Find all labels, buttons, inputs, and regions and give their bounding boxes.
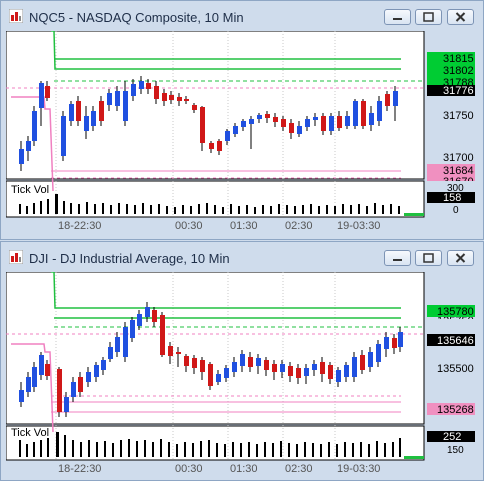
- resistance-lines: [6, 272, 424, 335]
- indicator-label: Tick Vol: [11, 427, 49, 439]
- time-label: 18-22:30: [58, 463, 101, 475]
- resistance-lines: [6, 31, 424, 89]
- time-label: 18-22:30: [58, 220, 101, 232]
- time-axis: 18-22:30 00:30 01:30 02:30 19-03:30: [58, 220, 380, 232]
- close-icon: [455, 12, 466, 22]
- dji-chart-window: DJI - DJ Industrial Average, 10 Min: [0, 241, 484, 481]
- price-chart[interactable]: Tick Vol 18-22:30 00:30 01:30 02:30 19-0…: [6, 272, 479, 476]
- price-tag: 31670: [443, 176, 474, 188]
- volume-axis: 252 150: [427, 431, 475, 456]
- price-tags: 31815 31802 31788 31776 31684 31670: [427, 52, 475, 188]
- volume-bars: [19, 432, 424, 459]
- title-bar[interactable]: NQC5 - NASDAQ Composite, 10 Min: [1, 1, 483, 31]
- time-label: 01:30: [230, 463, 258, 475]
- close-button[interactable]: [447, 9, 474, 25]
- time-label: 19-03:30: [337, 220, 380, 232]
- volume-label: 150: [447, 445, 464, 456]
- volume-tag: 252: [443, 431, 461, 443]
- close-button[interactable]: [447, 250, 474, 266]
- support-lines: [11, 343, 401, 433]
- minimize-icon: [393, 18, 402, 20]
- maximize-icon: [423, 12, 434, 22]
- maximize-icon: [423, 253, 434, 263]
- price-tag: 135268: [437, 404, 474, 416]
- price-axis: 31750 31700: [443, 110, 474, 164]
- price-tag: 31684: [443, 165, 474, 177]
- support-lines: [11, 96, 401, 192]
- time-label: 02:30: [285, 220, 313, 232]
- volume-axis: 300 158 0: [427, 183, 475, 216]
- time-gridlines: [55, 272, 336, 460]
- window-title: DJI - DJ Industrial Average, 10 Min: [29, 251, 230, 266]
- price-tag: 135780: [437, 306, 474, 318]
- volume-tag: 158: [443, 192, 461, 204]
- window-title: NQC5 - NASDAQ Composite, 10 Min: [29, 10, 244, 25]
- minimize-button[interactable]: [384, 9, 411, 25]
- volume-label: 300: [447, 183, 464, 194]
- price-tag: 31815: [443, 53, 474, 65]
- price-label: 31700: [443, 152, 474, 164]
- candles: [19, 76, 398, 171]
- minimize-icon: [393, 259, 402, 261]
- time-axis: 18-22:30 00:30 01:30 02:30 19-03:30: [58, 463, 380, 475]
- price-tags: 135780 135646 135268: [427, 305, 475, 416]
- volume-label: 0: [453, 205, 459, 216]
- last-price-tag: 31776: [443, 85, 474, 97]
- time-label: 01:30: [230, 220, 258, 232]
- price-chart[interactable]: Tick Vol 18-22:30 00:30 01:30 02:30 19-0…: [6, 31, 479, 235]
- nasdaq-chart-window: NQC5 - NASDAQ Composite, 10 Min: [0, 0, 484, 240]
- indicator-label: Tick Vol: [11, 184, 49, 196]
- price-label: 31750: [443, 110, 474, 122]
- maximize-button[interactable]: [415, 9, 442, 25]
- close-icon: [455, 253, 466, 263]
- chart-app-icon: [9, 250, 23, 264]
- time-label: 02:30: [285, 463, 313, 475]
- price-label: 135500: [437, 363, 474, 375]
- candles: [19, 302, 403, 417]
- chart-app-icon: [9, 9, 23, 23]
- minimize-button[interactable]: [384, 250, 411, 266]
- time-label: 00:30: [175, 220, 203, 232]
- price-tag: 31802: [443, 65, 474, 77]
- title-bar[interactable]: DJI - DJ Industrial Average, 10 Min: [1, 242, 483, 272]
- volume-bars: [19, 194, 424, 216]
- time-label: 19-03:30: [337, 463, 380, 475]
- time-label: 00:30: [175, 463, 203, 475]
- maximize-button[interactable]: [415, 250, 442, 266]
- last-price-tag: 135646: [437, 335, 474, 347]
